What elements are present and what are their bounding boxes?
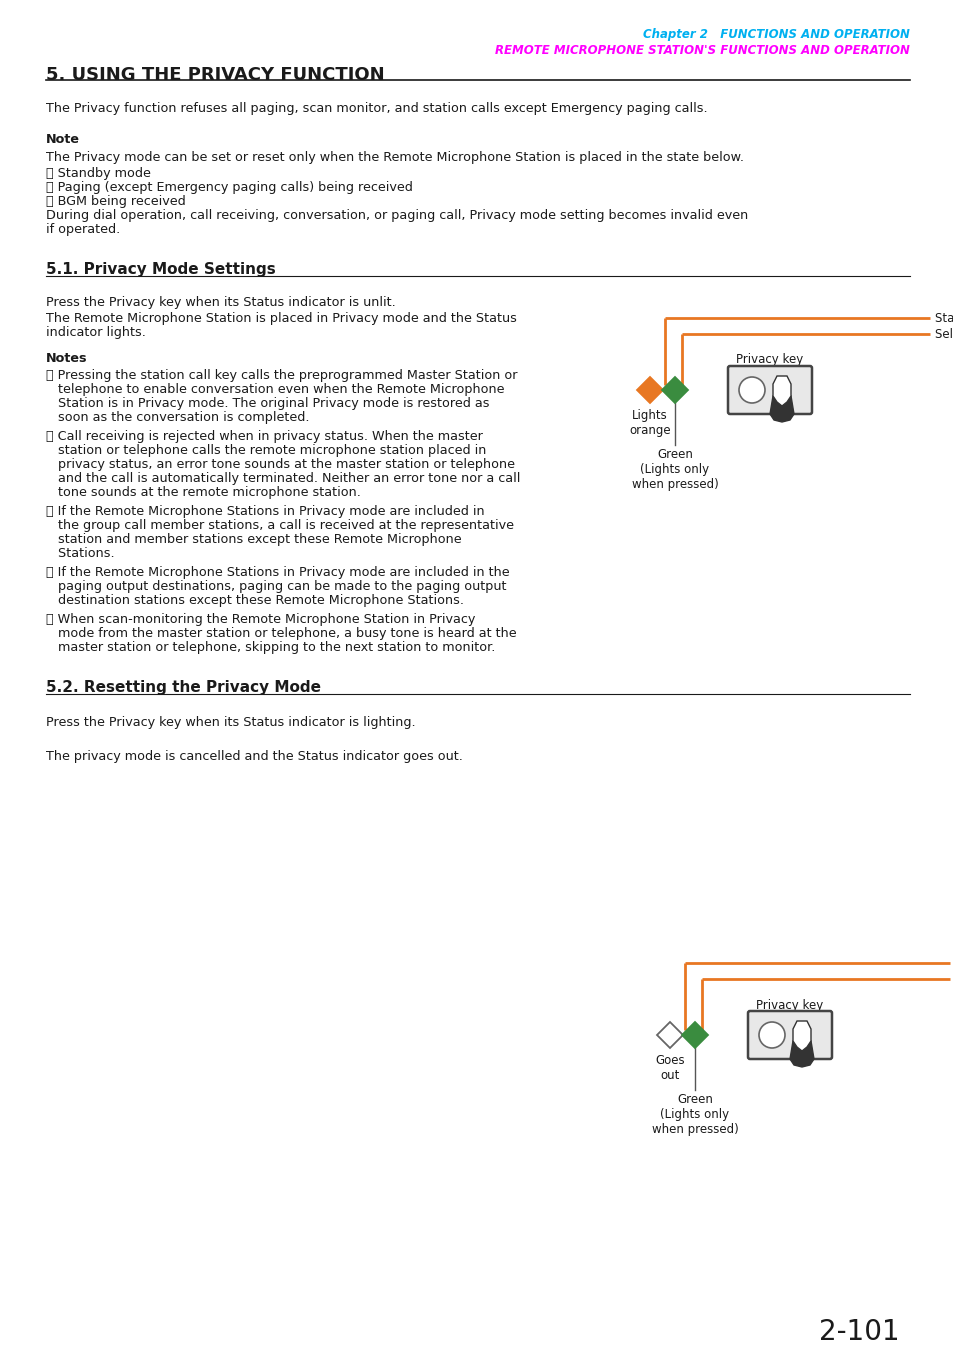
Text: Chapter 2   FUNCTIONS AND OPERATION: Chapter 2 FUNCTIONS AND OPERATION	[642, 28, 909, 40]
Text: REMOTE MICROPHONE STATION'S FUNCTIONS AND OPERATION: REMOTE MICROPHONE STATION'S FUNCTIONS AN…	[495, 45, 909, 57]
Text: soon as the conversation is completed.: soon as the conversation is completed.	[46, 410, 309, 424]
Text: paging output destinations, paging can be made to the paging output: paging output destinations, paging can b…	[46, 580, 506, 593]
Text: station or telephone calls the remote microphone station placed in: station or telephone calls the remote mi…	[46, 444, 486, 458]
Text: master station or telephone, skipping to the next station to monitor.: master station or telephone, skipping to…	[46, 641, 495, 653]
Text: Goes
out: Goes out	[655, 1054, 684, 1081]
Text: Green
(Lights only
when pressed): Green (Lights only when pressed)	[631, 448, 718, 491]
Text: 5.2. Resetting the Privacy Mode: 5.2. Resetting the Privacy Mode	[46, 680, 320, 695]
Polygon shape	[772, 377, 790, 406]
Polygon shape	[769, 396, 793, 423]
Text: Press the Privacy key when its Status indicator is unlit.: Press the Privacy key when its Status in…	[46, 296, 395, 309]
Text: Privacy key: Privacy key	[756, 999, 822, 1011]
Polygon shape	[657, 1022, 682, 1048]
Text: station and member stations except these Remote Microphone: station and member stations except these…	[46, 533, 461, 545]
Text: ・ Standby mode: ・ Standby mode	[46, 167, 151, 180]
Text: Lights
orange: Lights orange	[629, 409, 670, 437]
Text: 5. USING THE PRIVACY FUNCTION: 5. USING THE PRIVACY FUNCTION	[46, 66, 384, 84]
Text: if operated.: if operated.	[46, 223, 120, 236]
Text: Press the Privacy key when its Status indicator is lighting.: Press the Privacy key when its Status in…	[46, 716, 416, 729]
Text: Green
(Lights only
when pressed): Green (Lights only when pressed)	[651, 1094, 738, 1135]
Text: indicator lights.: indicator lights.	[46, 325, 146, 339]
Polygon shape	[681, 1022, 707, 1048]
Text: the group call member stations, a call is received at the representative: the group call member stations, a call i…	[46, 518, 514, 532]
Text: privacy status, an error tone sounds at the master station or telephone: privacy status, an error tone sounds at …	[46, 458, 515, 471]
Text: Stations.: Stations.	[46, 547, 114, 560]
Text: and the call is automatically terminated. Neither an error tone nor a call: and the call is automatically terminated…	[46, 472, 519, 485]
Text: The Remote Microphone Station is placed in Privacy mode and the Status: The Remote Microphone Station is placed …	[46, 312, 517, 325]
FancyBboxPatch shape	[727, 366, 811, 414]
Text: tone sounds at the remote microphone station.: tone sounds at the remote microphone sta…	[46, 486, 360, 500]
Polygon shape	[661, 377, 687, 404]
Text: ・ Pressing the station call key calls the preprogrammed Master Station or: ・ Pressing the station call key calls th…	[46, 369, 517, 382]
Text: destination stations except these Remote Microphone Stations.: destination stations except these Remote…	[46, 594, 463, 608]
FancyBboxPatch shape	[747, 1011, 831, 1058]
Text: Notes: Notes	[46, 352, 88, 365]
Text: mode from the master station or telephone, a busy tone is heard at the: mode from the master station or telephon…	[46, 626, 517, 640]
Text: Note: Note	[46, 134, 80, 146]
Text: ・ Paging (except Emergency paging calls) being received: ・ Paging (except Emergency paging calls)…	[46, 181, 413, 194]
Polygon shape	[637, 377, 662, 404]
Text: Selection indicator: Selection indicator	[934, 328, 953, 340]
Text: The Privacy function refuses all paging, scan monitor, and station calls except : The Privacy function refuses all paging,…	[46, 103, 707, 115]
Circle shape	[739, 377, 764, 404]
Text: ・ BGM being received: ・ BGM being received	[46, 194, 186, 208]
Text: 2-101: 2-101	[819, 1318, 899, 1346]
Polygon shape	[792, 1021, 810, 1052]
Text: telephone to enable conversation even when the Remote Microphone: telephone to enable conversation even wh…	[46, 383, 504, 396]
Text: ・ Call receiving is rejected when in privacy status. When the master: ・ Call receiving is rejected when in pri…	[46, 431, 482, 443]
Text: During dial operation, call receiving, conversation, or paging call, Privacy mod: During dial operation, call receiving, c…	[46, 209, 747, 221]
Text: 5.1. Privacy Mode Settings: 5.1. Privacy Mode Settings	[46, 262, 275, 277]
Text: Status indicator: Status indicator	[934, 312, 953, 324]
Text: ・ When scan-monitoring the Remote Microphone Station in Privacy: ・ When scan-monitoring the Remote Microp…	[46, 613, 475, 626]
Text: Station is in Privacy mode. The original Privacy mode is restored as: Station is in Privacy mode. The original…	[46, 397, 489, 410]
Text: The privacy mode is cancelled and the Status indicator goes out.: The privacy mode is cancelled and the St…	[46, 751, 462, 763]
Text: Privacy key: Privacy key	[736, 354, 802, 366]
Text: ・ If the Remote Microphone Stations in Privacy mode are included in: ・ If the Remote Microphone Stations in P…	[46, 505, 484, 518]
Polygon shape	[789, 1041, 813, 1067]
Text: The Privacy mode can be set or reset only when the Remote Microphone Station is : The Privacy mode can be set or reset onl…	[46, 151, 743, 163]
Text: ・ If the Remote Microphone Stations in Privacy mode are included in the: ・ If the Remote Microphone Stations in P…	[46, 566, 509, 579]
Circle shape	[759, 1022, 784, 1048]
